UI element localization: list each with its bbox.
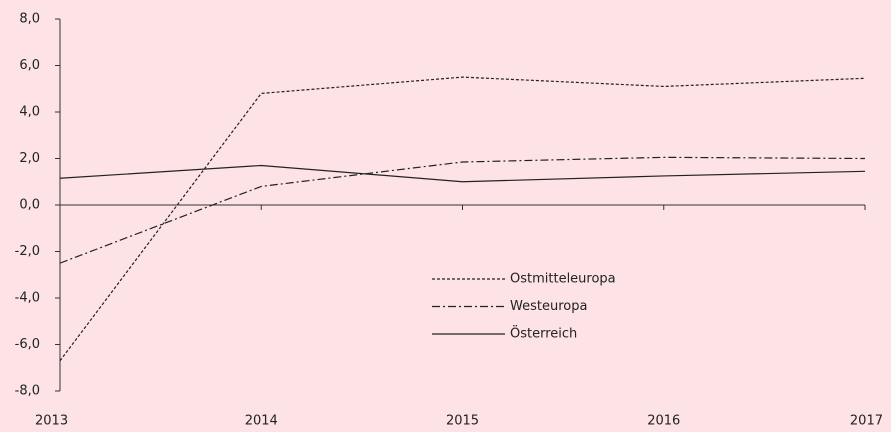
legend-label: Ostmitteleuropa: [510, 272, 616, 287]
x-tick-label: 2015: [446, 414, 479, 429]
y-tick-label: -4,0: [15, 291, 40, 306]
x-tick-label: 2014: [245, 414, 278, 429]
y-tick-label: 6,0: [19, 58, 40, 73]
y-tick-label: 2,0: [19, 151, 40, 166]
y-tick-label: 0,0: [19, 198, 40, 213]
x-tick-label: 2017: [850, 414, 883, 429]
y-tick-label: 8,0: [19, 12, 40, 27]
series-line: [59, 164, 866, 183]
x-tick-label: 2016: [647, 414, 680, 429]
y-tick-label: 4,0: [19, 105, 40, 120]
series-line: [59, 76, 866, 362]
legend-label: Österreich: [510, 325, 577, 342]
series-line: [59, 156, 866, 264]
y-tick-label: -2,0: [15, 244, 40, 259]
legend-label: Westeuropa: [510, 299, 587, 314]
y-tick-label: -8,0: [15, 384, 40, 399]
y-tick-label: -6,0: [15, 337, 40, 352]
x-tick-label: 2013: [35, 414, 68, 429]
